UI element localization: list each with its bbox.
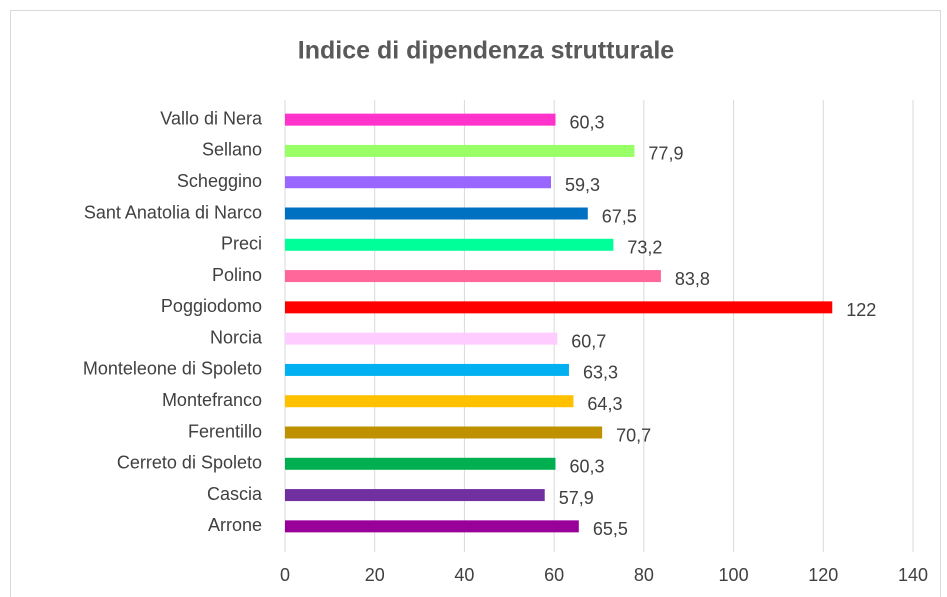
data-label: 67,5 — [602, 206, 637, 226]
data-label: 122 — [846, 300, 876, 320]
data-label: 60,3 — [569, 457, 604, 477]
bar — [285, 520, 579, 533]
x-tick-label: 120 — [808, 565, 838, 585]
x-tick-label: 100 — [719, 565, 749, 585]
data-label: 83,8 — [675, 269, 710, 289]
data-label: 64,3 — [587, 394, 622, 414]
data-label: 57,9 — [559, 488, 594, 508]
bar — [285, 270, 661, 283]
bar — [285, 395, 574, 408]
x-tick-label: 40 — [454, 565, 474, 585]
bar — [285, 144, 635, 157]
y-tick-label: Monteleone di Spoleto — [83, 359, 262, 379]
data-label: 65,5 — [593, 519, 628, 539]
x-tick-label: 0 — [280, 565, 290, 585]
bar — [285, 113, 556, 126]
x-tick-label: 60 — [544, 565, 564, 585]
y-tick-label: Sant Anatolia di Narco — [84, 202, 262, 222]
bar — [285, 457, 556, 470]
x-tick-label: 140 — [898, 565, 928, 585]
bar — [285, 238, 614, 251]
y-tick-label: Preci — [221, 234, 262, 254]
bar — [285, 426, 603, 439]
data-label: 70,7 — [616, 425, 651, 445]
y-tick-label: Poggiodomo — [161, 296, 262, 316]
y-tick-label: Polino — [212, 265, 262, 285]
x-tick-label: 20 — [365, 565, 385, 585]
y-tick-label: Cerreto di Spoleto — [117, 453, 262, 473]
data-label: 60,3 — [569, 112, 604, 132]
y-tick-label: Ferentillo — [188, 421, 262, 441]
x-tick-label: 80 — [634, 565, 654, 585]
y-tick-label: Scheggino — [177, 171, 262, 191]
bar — [285, 332, 558, 345]
y-tick-label: Arrone — [208, 515, 262, 535]
bar — [285, 207, 588, 220]
bar — [285, 489, 545, 502]
bar — [285, 176, 552, 189]
data-label: 77,9 — [648, 144, 683, 164]
y-tick-label: Norcia — [210, 327, 263, 347]
y-tick-label: Cascia — [207, 484, 263, 504]
bar — [285, 301, 833, 314]
data-label: 73,2 — [627, 238, 662, 258]
chart-title: Indice di dipendenza strutturale — [298, 37, 675, 65]
data-label: 60,7 — [571, 331, 606, 351]
y-tick-label: Vallo di Nera — [160, 108, 263, 128]
y-tick-label: Montefranco — [162, 390, 262, 410]
bar — [285, 363, 569, 376]
data-label: 63,3 — [583, 363, 618, 383]
y-tick-label: Sellano — [202, 140, 262, 160]
data-label: 59,3 — [565, 175, 600, 195]
